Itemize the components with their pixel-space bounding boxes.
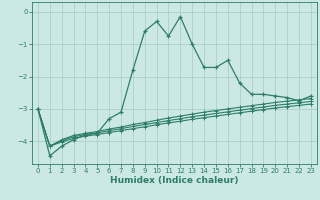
X-axis label: Humidex (Indice chaleur): Humidex (Indice chaleur)	[110, 176, 239, 185]
